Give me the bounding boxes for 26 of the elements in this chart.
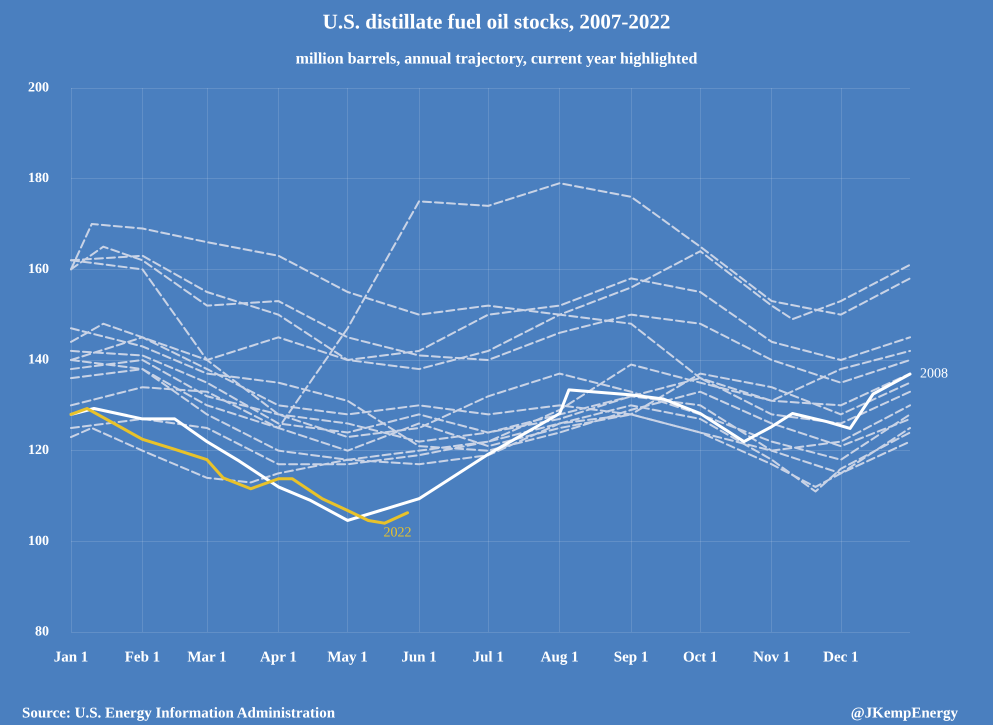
x-tick-label: Mar 1 [187,650,227,666]
y-tick-label: 100 [28,534,49,549]
chart-title: U.S. distillate fuel oil stocks, 2007-2022 [322,10,670,34]
y-tick-label: 140 [28,352,49,368]
x-tick-label: Oct 1 [682,650,718,666]
x-tick-label: Nov 1 [753,650,790,666]
line-series [70,407,410,525]
series-label: 2008 [920,366,948,382]
series-label: 2022 [384,525,412,540]
y-tick-label: 120 [28,443,49,458]
x-tick-label: Jan 1 [54,650,88,666]
y-tick-label: 160 [28,262,49,277]
x-tick-label: May 1 [327,650,368,666]
x-tick-label: Dec 1 [823,650,859,666]
x-tick-label: Feb 1 [124,650,160,666]
text: @JKempEnergy [850,706,958,722]
y-tick-label: 180 [28,171,49,186]
chart-subtitle: million barrels, annual trajectory, current year highlighted [296,50,698,68]
x-tick-label: Aug 1 [540,650,579,666]
x-tick-label: Jul 1 [472,650,504,666]
x-tick-label: Jun 1 [401,650,437,666]
source-note: Source: U.S. Energy Information Administration [22,706,336,722]
x-tick-label: Sep 1 [614,650,648,666]
y-tick-label: 80 [35,624,49,640]
x-tick-label: Apr 1 [260,650,297,666]
y-tick-label: 200 [28,80,49,96]
